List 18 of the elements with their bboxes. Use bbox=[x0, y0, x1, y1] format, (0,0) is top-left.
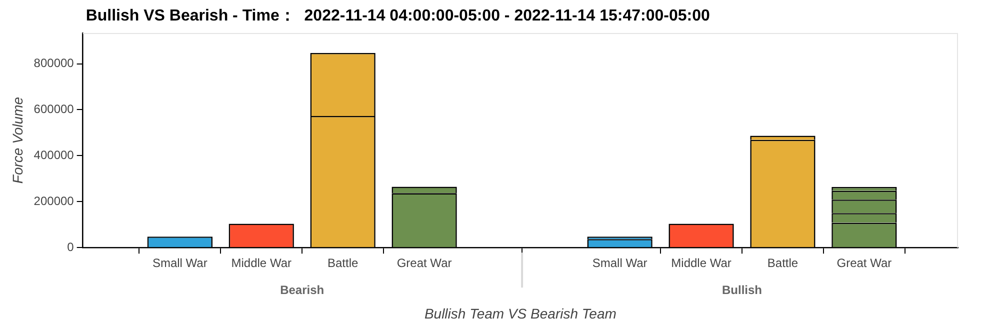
x-tick-label: Great War bbox=[396, 256, 452, 270]
x-tick-label: Middle War bbox=[231, 256, 292, 270]
text: Bearish bbox=[280, 282, 324, 297]
x-tick-label: Middle War bbox=[671, 256, 732, 270]
x-tick-label: Small War bbox=[152, 256, 208, 270]
x-tick-label: Battle bbox=[327, 256, 358, 270]
text: Bullish bbox=[722, 282, 762, 297]
x-tick-label: Small War bbox=[592, 256, 648, 270]
y-tick-label: 200000 bbox=[34, 194, 74, 208]
y-tick-label: 600000 bbox=[34, 102, 74, 116]
y-tick-label: 400000 bbox=[34, 148, 74, 162]
x-tick-label: Great War bbox=[836, 256, 892, 270]
y-tick-label: 0 bbox=[67, 240, 74, 254]
y-tick-label: 800000 bbox=[34, 56, 74, 70]
y-axis-title: Force Volume bbox=[9, 96, 26, 184]
chart-title: Bullish VS Bearish - Time： 2022-11-14 04:00:00-05:00 - 2022-11-14 15:47:00-05:00 bbox=[86, 7, 710, 24]
x-axis-title: Bullish Team VS Bearish Team bbox=[424, 305, 617, 322]
x-tick-label: Battle bbox=[767, 256, 798, 270]
